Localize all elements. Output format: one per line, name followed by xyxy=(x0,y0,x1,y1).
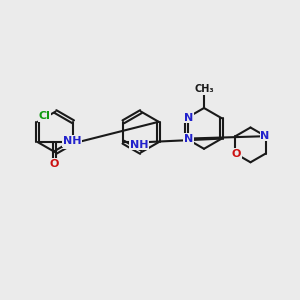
Text: F: F xyxy=(64,139,71,149)
Text: O: O xyxy=(49,159,59,169)
Text: N: N xyxy=(184,112,193,123)
Text: CH₃: CH₃ xyxy=(194,84,214,94)
Text: N: N xyxy=(184,134,193,144)
Text: NH: NH xyxy=(130,140,148,150)
Text: NH: NH xyxy=(63,136,82,146)
Text: Cl: Cl xyxy=(38,111,50,121)
Text: N: N xyxy=(260,130,270,141)
Text: O: O xyxy=(232,149,241,159)
